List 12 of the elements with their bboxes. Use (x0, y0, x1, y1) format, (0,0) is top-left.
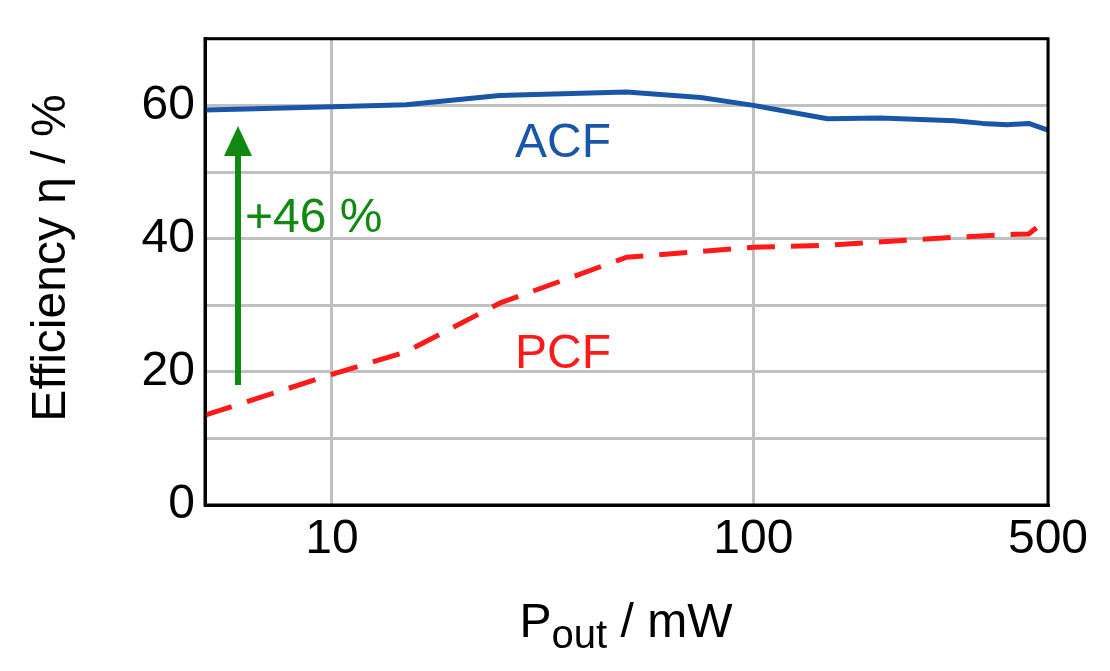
x-tick-label: 10 (305, 510, 359, 564)
x-axis-title: P$_{out}$ / mW (519, 593, 733, 657)
y-tick-label: 60 (141, 75, 195, 129)
y-axis-title: Efficiency η / % (20, 94, 76, 422)
y-tick-label: 0 (168, 475, 195, 529)
y-tick-label: 20 (141, 342, 195, 396)
x-tick-label: 100 (713, 510, 794, 564)
series-label: PCF (515, 325, 612, 379)
x-tick-label: 500 (1007, 510, 1089, 564)
y-tick-label: 40 (141, 208, 195, 262)
series-label: ACF (515, 113, 612, 167)
annotation: +46 % (245, 189, 383, 243)
